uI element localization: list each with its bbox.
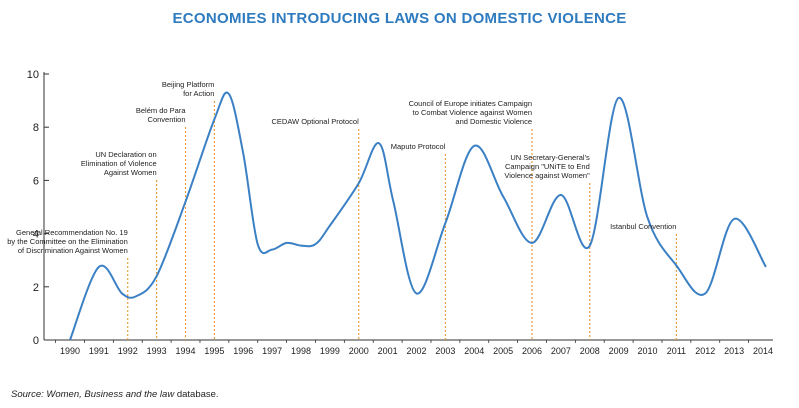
x-tick-label-14: 2004 [464,346,484,356]
y-tick-label-1: 2 [33,282,39,294]
x-tick-label-23: 2013 [724,346,744,356]
x-tick-label-17: 2007 [551,346,571,356]
x-tick-label-18: 2008 [580,346,600,356]
series-group [69,91,767,341]
annotation-2008-line-1: Campaign "UNiTE to End [505,162,590,171]
x-tick-label-4: 1994 [175,346,195,356]
y-tick-label-4: 8 [33,122,39,134]
x-tick-label-8: 1998 [291,346,311,356]
source-text: Women, Business and the law [46,389,175,400]
annotation-1995-line-0: Beijing Platform [162,80,215,89]
y-tick-label-0: 0 [33,335,39,347]
x-tick-label-12: 2002 [406,346,426,356]
annotation-1994-line-0: Belém do Para [136,106,186,115]
x-tick-label-10: 2000 [349,346,369,356]
annotation-2006-line-2: and Domestic Violence [455,117,532,126]
source-label: Source: [11,389,44,400]
axes: 0 2 4 6 8 10 1990 1991 1992 1993 1994 1995 1996 1997 1… [27,69,773,356]
x-tick-label-16: 2006 [522,346,542,356]
source-note: Source: Women, Business and the law data… [11,389,219,400]
annotation-2008-line-0: UN Secretary-General's [510,153,590,162]
annotation-1993-line-1: Elimination of Violence [81,159,157,168]
chart-title: ECONOMIES INTRODUCING LAWS ON DOMESTIC V… [172,10,627,27]
annotation-1993-line-2: Against Women [104,168,157,177]
annotation-2006-line-0: Council of Europe initiates Campaign [409,99,532,108]
annotation-1994-line-1: Convention [148,115,186,124]
annotation-2003-line-0: Maputo Protocol [391,142,446,151]
x-tick-label-6: 1996 [233,346,253,356]
annotation-2000-line-0: CEDAW Optional Protocol [271,117,359,126]
y-tick-label-2: 4 [33,229,39,241]
annotation-1992-line-1: by the Committee on the Elimination [7,237,127,246]
annotation-1992-line-0: General Recommendation No. 19 [16,228,128,237]
x-tick-label-22: 2012 [695,346,715,356]
event-markers [127,101,677,340]
series-line [69,91,767,341]
x-tick-label-7: 1997 [262,346,282,356]
x-tick-label-9: 1999 [320,346,340,356]
annotation-2011-line-0: Istanbul Convention [610,222,676,231]
x-tick-label-21: 2011 [667,346,686,356]
x-tick-label-0: 1990 [60,346,80,356]
x-tick-label-24: 2014 [753,346,773,356]
x-tick-label-20: 2010 [637,346,657,356]
annotation-2008-line-2: Violence against Women" [504,171,590,180]
y-tick-label-3: 6 [33,175,39,187]
source-suffix: database. [174,389,219,400]
x-tick-label-5: 1995 [204,346,224,356]
x-tick-label-19: 2009 [609,346,629,356]
x-tick-label-1: 1991 [89,346,109,356]
x-tick-label-15: 2005 [493,346,513,356]
x-tick-label-13: 2003 [435,346,455,356]
annotation-1992-line-2: of Discrimination Against Women [18,246,128,255]
y-tick-label-5: 10 [27,69,39,81]
x-tick-label-3: 1993 [147,346,167,356]
x-tick-label-11: 2001 [378,346,398,356]
annotation-1995-line-1: for Action [183,89,214,98]
annotation-1993-line-0: UN Declaration on [95,150,156,159]
annotation-2006-line-1: to Combat Violence against Women [413,108,532,117]
x-tick-label-2: 1992 [118,346,138,356]
